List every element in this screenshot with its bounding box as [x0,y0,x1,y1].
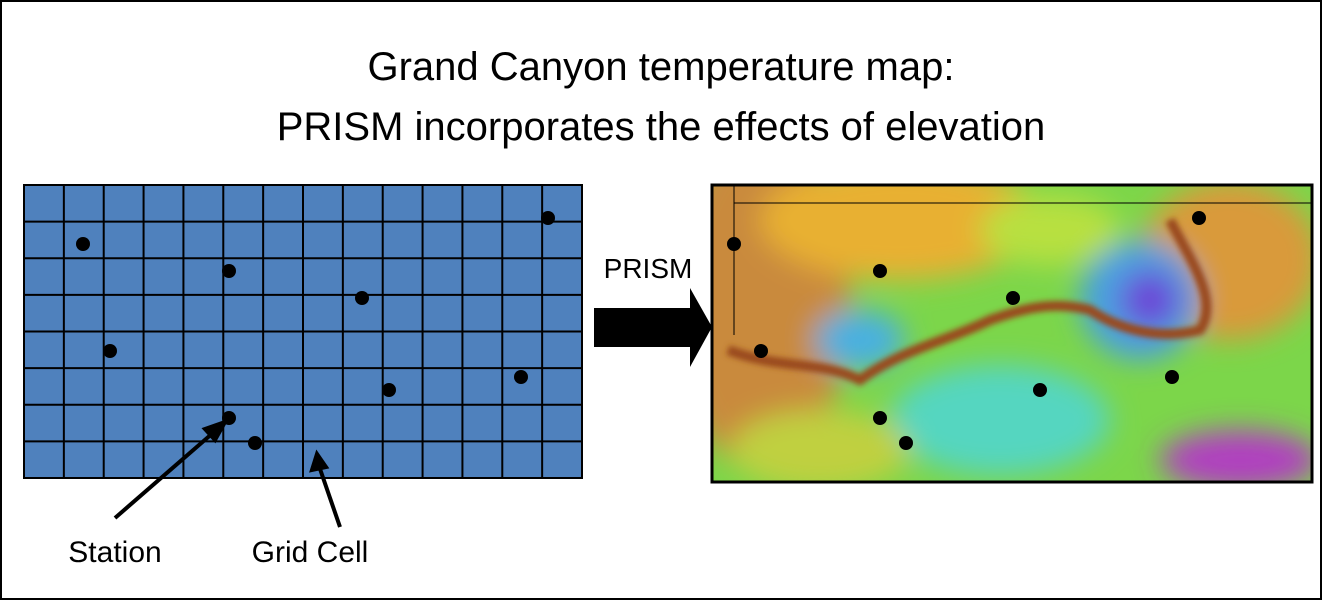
station-dot [222,264,236,278]
station-dot [754,344,768,358]
station-dot [382,383,396,397]
station-dot [103,344,117,358]
station-dot [899,436,913,450]
title-line: Grand Canyon temperature map: [368,45,955,89]
station-dot [1192,211,1206,225]
arrow-label: PRISM [604,253,693,284]
grid-cell-label: Grid Cell [252,536,369,569]
grid-panel [24,185,582,478]
station-dot [541,211,555,225]
title-line: PRISM incorporates the effects of elevat… [277,105,1046,149]
station-dot [1033,383,1047,397]
slide: Grand Canyon temperature map: PRISM inco… [0,0,1322,600]
station-dot [76,237,90,251]
station-dot [873,411,887,425]
station-dot [873,264,887,278]
station-dot [1006,291,1020,305]
station-dot [1165,370,1179,384]
station-dot [355,291,369,305]
station-dot [727,237,741,251]
station-label: Station [68,536,161,569]
station-dot [514,370,528,384]
station-dot [248,436,262,450]
